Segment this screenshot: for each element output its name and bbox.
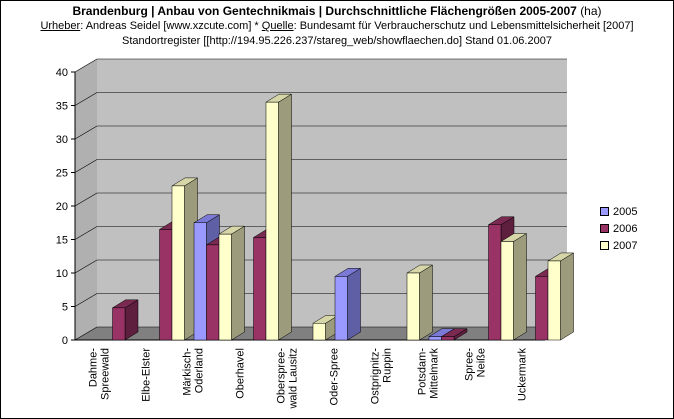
legend-item-2007: 2007 <box>600 237 637 254</box>
x-tick-label: Oberspree-wald Lausitz <box>276 348 300 410</box>
title-unit: (ha) <box>580 4 602 18</box>
legend-swatch <box>600 224 609 233</box>
bar-2007-2 <box>218 233 232 341</box>
gridline-diag <box>74 259 98 274</box>
bar-2007-6 <box>406 272 420 341</box>
x-tick-label: Oberhavel <box>235 348 247 399</box>
legend-label: 2005 <box>613 205 638 218</box>
bar-2005-7 <box>428 336 442 341</box>
bar-2006-7 <box>441 336 455 341</box>
legend-item-2006: 2006 <box>600 220 637 237</box>
bar-2007-4 <box>312 323 326 341</box>
gridline-diag <box>74 58 98 73</box>
x-tick-label: Ostprignitz-Ruppin <box>370 348 394 405</box>
bar-side-2007-6 <box>419 264 433 341</box>
source-register-line: Standortregister [[http://194.95.226.237… <box>122 35 552 47</box>
bar-2007-3 <box>265 101 279 341</box>
bar-2006-0 <box>112 307 126 341</box>
x-tick-label: Dahme-Spreewald <box>88 348 112 400</box>
legend-swatch <box>600 207 609 216</box>
x-tick-label: Spree-Neiße <box>464 348 488 381</box>
bar-2007-9 <box>547 260 561 341</box>
y-tick-label: 5 <box>62 302 68 314</box>
y-tick-label: 25 <box>56 168 68 180</box>
y-tick-label: 20 <box>56 201 68 213</box>
gridline-diag <box>74 192 98 207</box>
y-tick-label: 15 <box>56 235 68 247</box>
gridline-diag <box>74 226 98 240</box>
bar-2006-3 <box>253 237 267 341</box>
chart-title: Brandenburg | Anbau von Gentechnikmais |… <box>0 4 674 18</box>
source-text: : Bundesamt für Verbraucherschutz und Le… <box>293 20 634 32</box>
bar-2007-1 <box>171 185 185 341</box>
author-label: Urheber <box>40 20 81 32</box>
y-tick-label: 40 <box>56 67 68 79</box>
legend: 2005 2006 2007 <box>600 203 637 254</box>
bar-2006-2 <box>206 244 220 341</box>
credit-line: Urheber: Andreas Seidel [www.xzcute.com]… <box>0 20 674 32</box>
gridline-diag <box>74 92 98 106</box>
y-tick-label: 10 <box>56 268 68 280</box>
author-text: : Andreas Seidel [www.xzcute.com] * <box>80 20 262 32</box>
bar-2005-2 <box>193 222 207 341</box>
gridline-diag <box>74 326 98 341</box>
bar-side-2005-5 <box>347 267 361 341</box>
bar-side-2007-3 <box>278 93 292 341</box>
bar-2006-9 <box>535 276 549 341</box>
x-tick-label: Uckermark <box>517 348 529 402</box>
x-tick-label: Elbe-Elster <box>141 348 153 402</box>
legend-item-2005: 2005 <box>600 203 637 220</box>
y-tick-label: 0 <box>62 335 68 347</box>
y-tick-label: 30 <box>56 134 68 146</box>
bar-side-2007-2 <box>231 225 245 341</box>
bar-2005-5 <box>334 276 348 341</box>
bar-2006-8 <box>488 224 502 341</box>
y-tick-label: 35 <box>56 101 68 113</box>
title-text: Brandenburg | Anbau von Gentechnikmais |… <box>72 4 577 18</box>
bar-2007-8 <box>500 241 514 341</box>
legend-swatch <box>600 241 609 250</box>
source-label: Quelle <box>261 20 294 32</box>
bar-2006-1 <box>159 229 173 341</box>
bar-side-2007-9 <box>560 252 574 341</box>
gridline-diag <box>74 159 98 173</box>
gridline-diag <box>74 125 98 140</box>
x-tick-label: Oder-Spree <box>329 348 341 405</box>
bar-side-2007-8 <box>513 233 527 341</box>
gridline-diag <box>74 293 98 307</box>
x-tick-label: Potsdam-Mittelmark <box>417 348 441 399</box>
legend-label: 2006 <box>613 222 638 235</box>
x-tick-label: Märkisch-Oderland <box>182 348 206 396</box>
legend-label: 2007 <box>613 239 638 252</box>
